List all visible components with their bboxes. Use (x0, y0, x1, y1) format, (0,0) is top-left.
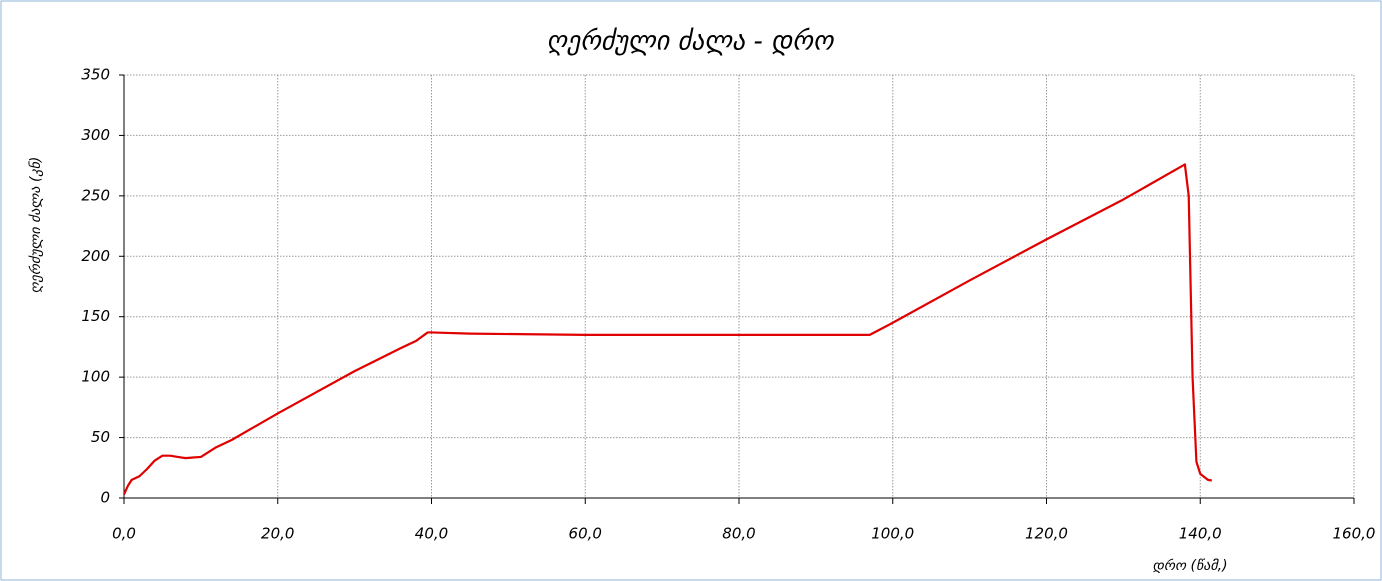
data-line (122, 163, 1212, 495)
y-tick-label: 150 (81, 307, 110, 325)
x-tick-label: 0,0 (112, 525, 136, 543)
y-axis-label: ღერძული ძალა (კნ) (27, 157, 44, 294)
y-tick-label: 50 (91, 428, 110, 446)
x-axis-label: დრო (წამ,) (1152, 557, 1227, 574)
y-tick-label: 200 (81, 247, 110, 265)
x-tick-label: 140,0 (1179, 525, 1222, 543)
y-tick-label: 300 (81, 126, 110, 144)
x-tick-label: 60,0 (569, 525, 602, 543)
y-tick-label: 0 (100, 489, 110, 507)
x-tick-label: 120,0 (1025, 525, 1068, 543)
x-tick-label: 80,0 (722, 525, 755, 543)
x-tick-label: 40,0 (415, 525, 448, 543)
y-tick-label: 350 (81, 66, 110, 84)
x-tick-label: 100,0 (871, 525, 914, 543)
x-tick-label: 160,0 (1333, 525, 1376, 543)
y-tick-label: 100 (81, 368, 110, 386)
y-tick-label: 250 (81, 186, 110, 204)
chart-title: ღერძული ძალა - დრო (547, 27, 835, 57)
x-tick-label: 20,0 (261, 525, 294, 543)
